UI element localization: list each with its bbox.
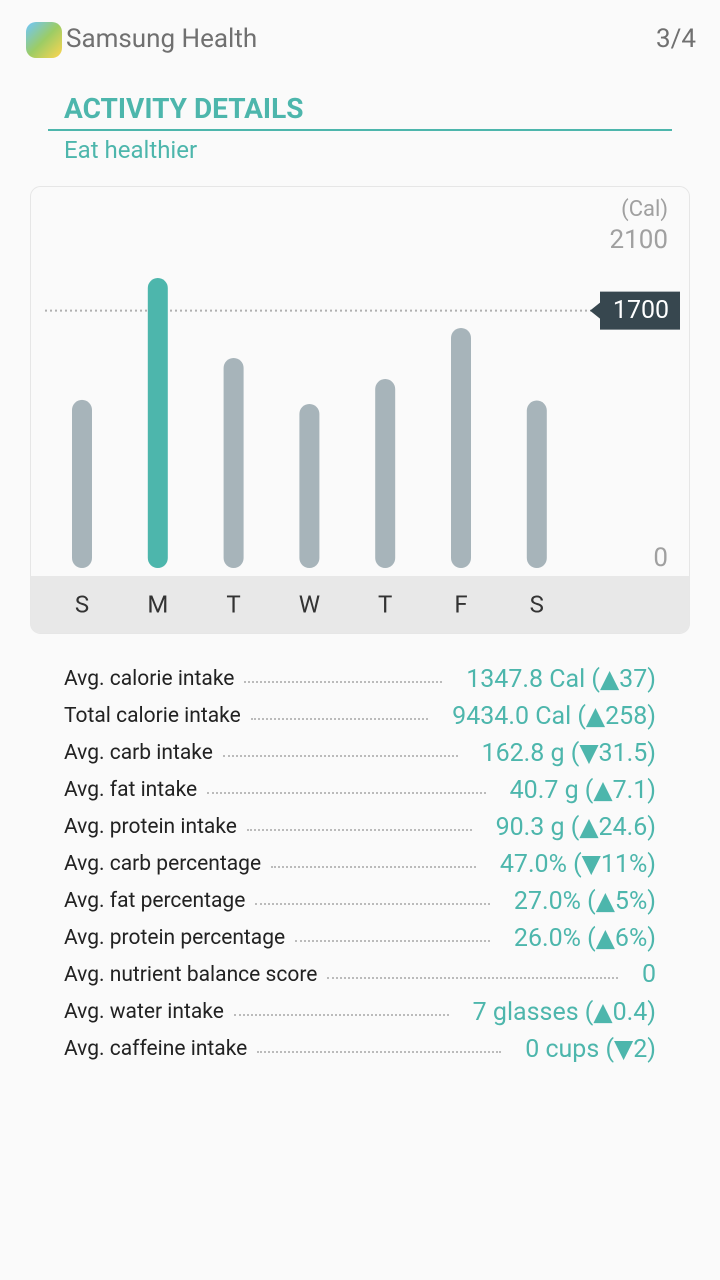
stat-value: 26.0% (▲6%)	[513, 923, 656, 953]
stat-label: Total calorie intake	[64, 703, 241, 728]
bar	[72, 399, 92, 568]
stat-value: 162.8 g (▼31.5)	[481, 738, 656, 768]
title-rule	[48, 129, 672, 131]
stat-row: Avg. caffeine intake 0 cups (▼2)	[64, 1030, 656, 1067]
stat-row: Avg. protein intake 90.3 g (▲24.6)	[64, 808, 656, 845]
stat-row: Avg. fat intake 40.7 g (▲7.1)	[64, 771, 656, 808]
chart-card	[30, 186, 690, 634]
stat-label: Avg. carb percentage	[64, 851, 262, 876]
x-tick-label: S	[530, 590, 544, 618]
section-subtitle: Eat healthier	[64, 136, 198, 164]
leader-dots	[271, 865, 476, 868]
stat-value: 90.3 g (▲24.6)	[495, 812, 656, 842]
stat-label: Avg. nutrient balance score	[64, 962, 318, 987]
leader-dots	[250, 717, 429, 720]
stat-value: 0 cups (▼2)	[525, 1034, 656, 1064]
stat-label: Avg. water intake	[64, 999, 224, 1024]
x-tick-label: F	[454, 590, 467, 618]
stat-value: 40.7 g (▲7.1)	[509, 775, 656, 805]
leader-dots	[244, 680, 443, 683]
stat-row: Total calorie intake 9434.0 Cal (▲258)	[64, 697, 656, 734]
stats-list: Avg. calorie intake 1347.8 Cal (▲37) Total…	[64, 660, 656, 1067]
stat-label: Avg. fat intake	[64, 777, 198, 802]
leader-dots	[207, 791, 486, 794]
leader-dots	[246, 828, 472, 831]
stat-value: 7 glasses (▲0.4)	[472, 997, 656, 1027]
stat-row: Avg. carb intake 162.8 g (▼31.5)	[64, 734, 656, 771]
unit-label: (Cal)	[621, 197, 668, 222]
bar	[375, 379, 396, 568]
stat-row: Avg. nutrient balance score 0	[64, 956, 656, 993]
bar	[451, 327, 471, 568]
stat-row: Avg. fat percentage 27.0% (▲5%)	[64, 882, 656, 919]
stat-value: 47.0% (▼11%)	[499, 849, 656, 879]
leader-dots	[257, 1050, 502, 1053]
bar	[299, 404, 320, 568]
stat-label: Avg. carb intake	[64, 740, 213, 765]
leader-dots	[233, 1013, 449, 1016]
stat-row: Avg. protein percentage 26.0% (▲6%)	[64, 919, 656, 956]
category-band	[30, 576, 690, 633]
x-tick-label: W	[299, 590, 320, 618]
stat-label: Avg. protein percentage	[64, 925, 286, 950]
leader-dots	[295, 939, 490, 942]
stat-row: Avg. calorie intake 1347.8 Cal (▲37)	[64, 660, 656, 697]
stat-value: 0	[641, 960, 656, 989]
x-tick-label: S	[75, 590, 89, 618]
y-tick-label: 2100	[610, 225, 668, 255]
stat-value: 9434.0 Cal (▲258)	[452, 701, 656, 731]
leader-dots	[222, 754, 458, 757]
y-tick-label: 0	[653, 543, 668, 573]
x-tick-label: M	[147, 590, 168, 618]
reference-tag	[590, 291, 680, 330]
stat-label: Avg. protein intake	[64, 814, 237, 839]
leader-dots	[255, 902, 490, 905]
app-name: Samsung Health	[66, 24, 258, 54]
stat-label: Avg. calorie intake	[64, 666, 235, 691]
stat-row: Avg. carb percentage 47.0% (▼11%)	[64, 845, 656, 882]
chart: (Cal) 0 2100 1700 S M T W T F S	[30, 186, 690, 634]
reference-label: 1700	[613, 296, 669, 325]
page-indicator: 3/4	[656, 24, 696, 54]
x-tick-label: T	[226, 590, 240, 618]
app-icon	[26, 22, 62, 58]
stat-label: Avg. fat percentage	[64, 888, 246, 913]
section-title: ACTIVITY DETAILS	[64, 92, 304, 125]
stat-value: 27.0% (▲5%)	[513, 886, 656, 916]
bar	[526, 400, 547, 568]
stat-value: 1347.8 Cal (▲37)	[466, 664, 656, 694]
bar	[147, 278, 168, 568]
bar	[223, 357, 244, 568]
stat-label: Avg. caffeine intake	[64, 1036, 248, 1061]
x-tick-label: T	[378, 590, 392, 618]
stat-row: Avg. water intake 7 glasses (▲0.4)	[64, 993, 656, 1030]
leader-dots	[327, 976, 618, 979]
